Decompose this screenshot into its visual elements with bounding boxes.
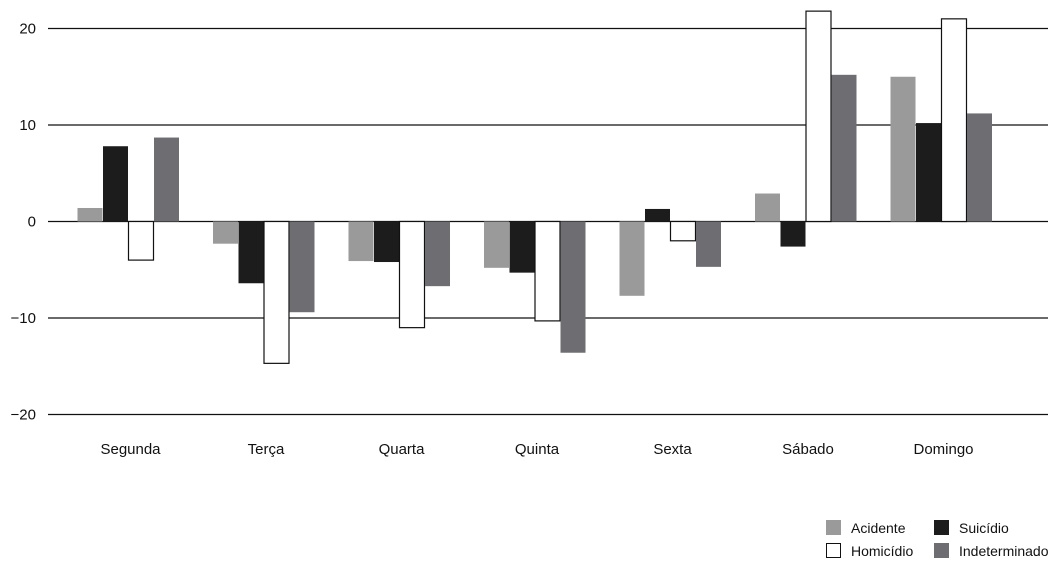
legend-item-suicidio: Suicídio	[934, 520, 1009, 536]
bar-terca-homicidio	[263, 220, 290, 364]
x-category-label: Quinta	[515, 441, 560, 458]
bar-sabado-acidente	[755, 193, 780, 222]
legend-label-suicidio: Suicídio	[959, 519, 1009, 536]
bar-quarta-acidente	[348, 221, 374, 262]
bar-segunda-homicidio	[127, 220, 155, 261]
y-tick-label: 20	[19, 21, 36, 38]
y-tick-label: −10	[11, 310, 36, 327]
bar-quarta-indeterminado	[425, 221, 450, 287]
x-category-label: Terça	[248, 441, 285, 458]
x-category-label: Sexta	[653, 441, 692, 458]
bar-terca-indeterminado	[289, 221, 315, 313]
bar-sexta-suicidio	[645, 208, 670, 222]
bar-domingo-acidente	[890, 76, 916, 222]
legend-item-indeterminado: Indeterminado	[934, 543, 1048, 559]
bar-sabado-indeterminado	[831, 74, 857, 222]
bar-domingo-suicidio	[916, 123, 941, 222]
legend-row-2: Homicídio Indeterminado	[826, 539, 1048, 562]
bar-sabado-suicidio	[780, 221, 806, 247]
bar-quinta-suicidio	[509, 221, 535, 273]
bar-quarta-suicidio	[374, 221, 399, 263]
bar-sexta-indeterminado	[696, 221, 721, 267]
x-axis-category-labels: Segunda Terça Quarta Quinta Sexta Sábado Domin…	[100, 441, 973, 458]
legend-label-indeterminado: Indeterminado	[959, 542, 1048, 559]
bar-domingo-indeterminado	[967, 113, 992, 222]
legend-swatch-suicidio	[934, 520, 949, 535]
x-category-label: Quarta	[379, 441, 426, 458]
bar-sexta-homicidio	[669, 220, 697, 242]
x-category-label: Sábado	[782, 441, 834, 458]
bar-domingo-homicidio	[940, 18, 968, 223]
y-axis-tick-labels: 20 10 0 −10 −20	[11, 21, 36, 424]
bar-segunda-suicidio	[103, 146, 128, 222]
legend-label-acidente: Acidente	[851, 519, 906, 536]
bar-terca-acidente	[213, 221, 238, 244]
bar-quinta-homicidio	[534, 220, 561, 322]
legend-item-homicidio: Homicídio	[826, 543, 934, 559]
bar-segunda-acidente	[77, 207, 103, 222]
x-category-label: Domingo	[913, 441, 973, 458]
bar-quinta-acidente	[484, 221, 509, 268]
x-category-label: Segunda	[100, 441, 161, 458]
bar-quinta-indeterminado	[560, 221, 586, 353]
y-tick-label: 10	[19, 117, 36, 134]
legend: Acidente Suicídio Homicídio Indeterminad…	[826, 516, 1048, 562]
bar-quarta-homicidio	[398, 220, 426, 329]
bar-segunda-indeterminado	[154, 137, 179, 222]
y-tick-label: 0	[28, 214, 36, 231]
legend-swatch-indeterminado	[934, 543, 949, 558]
legend-item-acidente: Acidente	[826, 520, 934, 536]
legend-label-homicidio: Homicídio	[851, 542, 914, 559]
legend-swatch-acidente	[826, 520, 841, 535]
bar-terca-suicidio	[238, 221, 264, 284]
legend-row-1: Acidente Suicídio	[826, 516, 1048, 539]
bar-sabado-homicidio	[805, 10, 832, 223]
y-tick-label: −20	[11, 407, 36, 424]
bars	[77, 10, 992, 364]
legend-swatch-homicidio	[826, 543, 841, 558]
bar-sexta-acidente	[619, 221, 645, 296]
